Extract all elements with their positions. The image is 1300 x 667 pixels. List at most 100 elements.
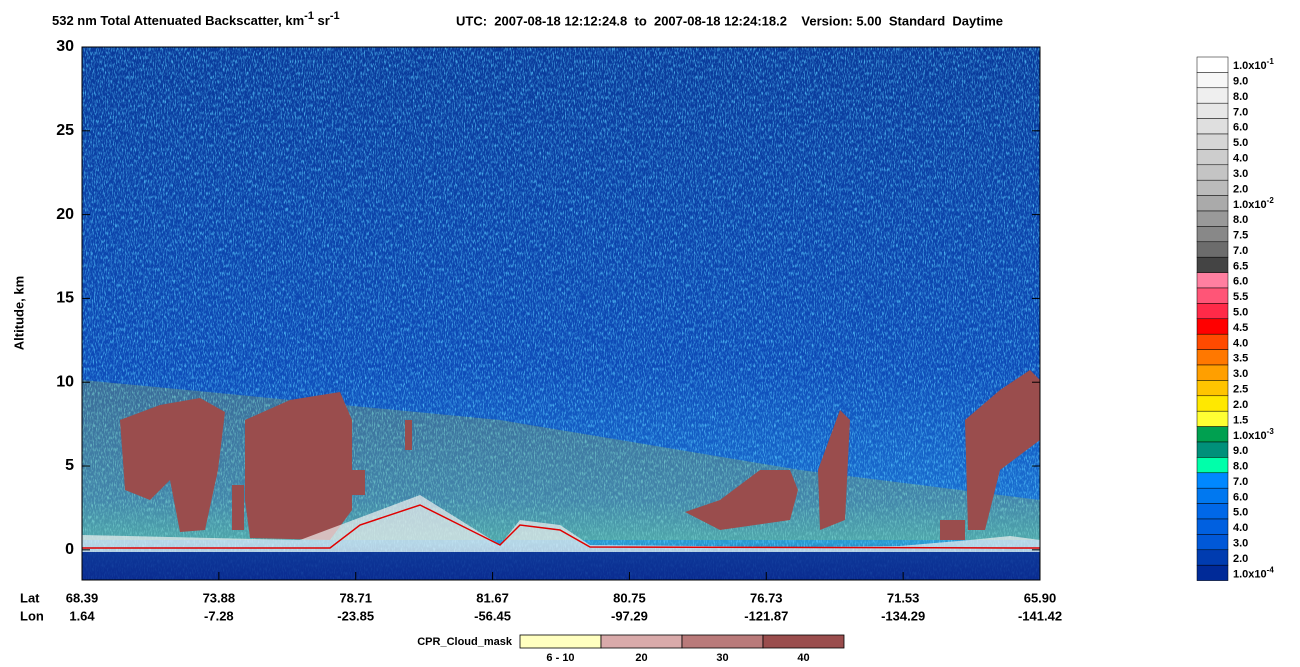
cloud-mask-label: CPR_Cloud_mask [417,636,513,648]
y-tick-label: 10 [56,373,74,390]
lat-label: 71.53 [887,590,920,605]
colorbar-label: 4.0 [1233,337,1248,349]
colorbar-label: 5.0 [1233,137,1248,149]
curtain [81,46,1041,581]
cloud-mask-swatch [519,634,602,649]
colorbar-label: 7.0 [1233,245,1248,257]
colorbar-swatch [1196,72,1229,89]
colorbar-label: 1.0x10-2 [1233,196,1274,211]
colorbar-label: 7.5 [1233,230,1248,242]
colorbar-label: 3.5 [1233,353,1248,365]
y-tick-label: 5 [65,457,74,474]
lon-label: 1.64 [69,608,95,623]
lat-label: 80.75 [613,590,646,605]
title-exponent: -1 [330,10,340,22]
colorbar-label: 8.0 [1233,461,1248,473]
colorbar-label: 2.0 [1233,553,1248,565]
chart-title: 532 nm Total Attenuated Backscatter, km-… [52,10,340,29]
colorbar-swatch [1196,195,1229,212]
lon-label: -141.42 [1018,608,1062,623]
colorbar-label: 8.0 [1233,91,1248,103]
colorbar-swatch [1196,410,1229,427]
subsurface [82,552,1040,580]
colorbar-swatch [1196,457,1229,474]
colorbar-swatch [1196,149,1229,166]
colorbar-swatch [1196,87,1229,104]
colorbar-label-exponent: -3 [1267,427,1275,436]
colorbar-swatch [1196,133,1229,150]
colorbar-label: 1.0x10-1 [1233,57,1274,72]
colorbar-label: 2.0 [1233,183,1248,195]
colorbar-swatch [1196,549,1229,566]
title-exponent: -1 [304,10,314,22]
colorbar-label: 4.0 [1233,522,1248,534]
cloud-mask-category: 30 [716,652,728,664]
colorbar-label: 5.0 [1233,507,1248,519]
colorbar-swatch [1196,226,1229,243]
colorbar-swatch [1196,256,1229,273]
y-tick-label: 30 [56,38,74,55]
colorbar-label: 6.0 [1233,122,1248,134]
y-tick-label: 25 [56,122,74,139]
cloud-mask-swatch [762,634,845,649]
cloud-mask-category: 20 [635,652,647,664]
cloud-mask-category: 6 - 10 [546,652,574,664]
colorbar-label: 4.0 [1233,153,1248,165]
colorbar-label-mantissa: 1.0x10 [1233,60,1267,72]
colorbar-label: 4.5 [1233,322,1248,334]
colorbar-label: 3.0 [1233,168,1248,180]
colorbar-label-mantissa: 1.0x10 [1233,568,1267,580]
colorbar-label: 7.0 [1233,476,1248,488]
colorbar-label: 1.0x10-3 [1233,427,1274,442]
colorbar-label: 1.5 [1233,414,1248,426]
colorbar-label: 6.0 [1233,276,1248,288]
colorbar-swatch [1196,364,1229,381]
colorbar-label-mantissa: 1.0x10 [1233,199,1267,211]
colorbar-label-exponent: -1 [1267,57,1275,66]
colorbar-swatch [1196,333,1229,350]
colorbar-swatch [1196,287,1229,304]
colorbar-swatch [1196,395,1229,412]
colorbar-swatch [1196,272,1229,289]
title-unit: sr [314,13,330,28]
colorbar-swatch [1196,426,1229,443]
cloud-mask-swatch [600,634,683,649]
colorbar-swatch [1196,164,1229,181]
colorbar-swatch [1196,102,1229,119]
colorbar-swatch [1196,179,1229,196]
colorbar-swatch [1196,349,1229,366]
lon-label: -7.28 [204,608,234,623]
colorbar-label: 3.0 [1233,368,1248,380]
cloud-mask-category: 40 [797,652,809,664]
colorbar-label: 6.5 [1233,260,1248,272]
colorbar-label: 7.0 [1233,106,1248,118]
y-axis-label: Altitude, km [11,276,26,350]
colorbar-swatch [1196,564,1229,581]
colorbar-swatch [1196,534,1229,551]
colorbar-label-exponent: -2 [1267,196,1275,205]
y-tick-label: 20 [56,206,74,223]
colorbar-swatch [1196,210,1229,227]
colorbar-label: 9.0 [1233,76,1248,88]
cloud-shapes [120,370,1040,540]
colorbar-label: 2.0 [1233,399,1248,411]
lon-label: -121.87 [744,608,788,623]
colorbar-label-exponent: -4 [1267,566,1275,575]
colorbar-label: 5.5 [1233,291,1248,303]
lat-label: 73.88 [203,590,236,605]
colorbar-label: 5.0 [1233,307,1248,319]
colorbar-swatch [1196,503,1229,520]
chart-subtitle: UTC: 2007-08-18 12:12:24.8 to 2007-08-18… [456,13,1003,28]
colorbar-label: 9.0 [1233,445,1248,457]
surface-return [82,495,1040,552]
title-text: 532 nm Total Attenuated Backscatter, km [52,13,304,28]
x-row-label: Lat [20,590,40,605]
colorbar-swatch [1196,241,1229,258]
plot-frame [81,46,1041,581]
colorbar-swatch [1196,472,1229,489]
surface-elevation-line [82,504,1041,549]
lat-label: 65.90 [1024,590,1057,605]
lat-label: 78.71 [339,590,372,605]
colorbar-label-mantissa: 1.0x10 [1233,430,1267,442]
